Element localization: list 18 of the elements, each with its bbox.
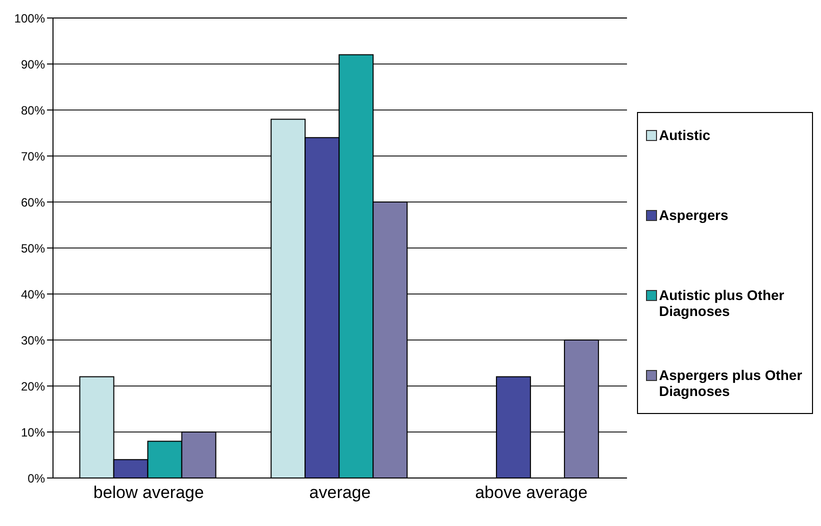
y-tick-label: 40% — [20, 287, 46, 302]
x-tick-label: below average — [93, 483, 204, 502]
y-tick-label: 70% — [20, 149, 46, 164]
y-tick-label: 0% — [28, 471, 46, 486]
y-tick-label: 30% — [20, 333, 46, 348]
x-tick-label: average — [309, 483, 371, 502]
y-tick-label: 80% — [20, 103, 46, 118]
legend-label: Aspergers — [659, 207, 728, 223]
x-tick-label: above average — [475, 483, 588, 502]
legend-label: Autistic plus Other Diagnoses — [659, 287, 786, 319]
legend-label: Aspergers plus Other Diagnoses — [659, 367, 804, 399]
y-tick-label: 100% — [14, 11, 46, 26]
legend-label: Autistic — [659, 127, 710, 143]
y-tick-label: 60% — [20, 195, 46, 210]
y-tick-label: 50% — [20, 241, 46, 256]
y-tick-label: 10% — [20, 425, 46, 440]
y-tick-label: 90% — [20, 57, 46, 72]
y-tick-label: 20% — [20, 379, 46, 394]
